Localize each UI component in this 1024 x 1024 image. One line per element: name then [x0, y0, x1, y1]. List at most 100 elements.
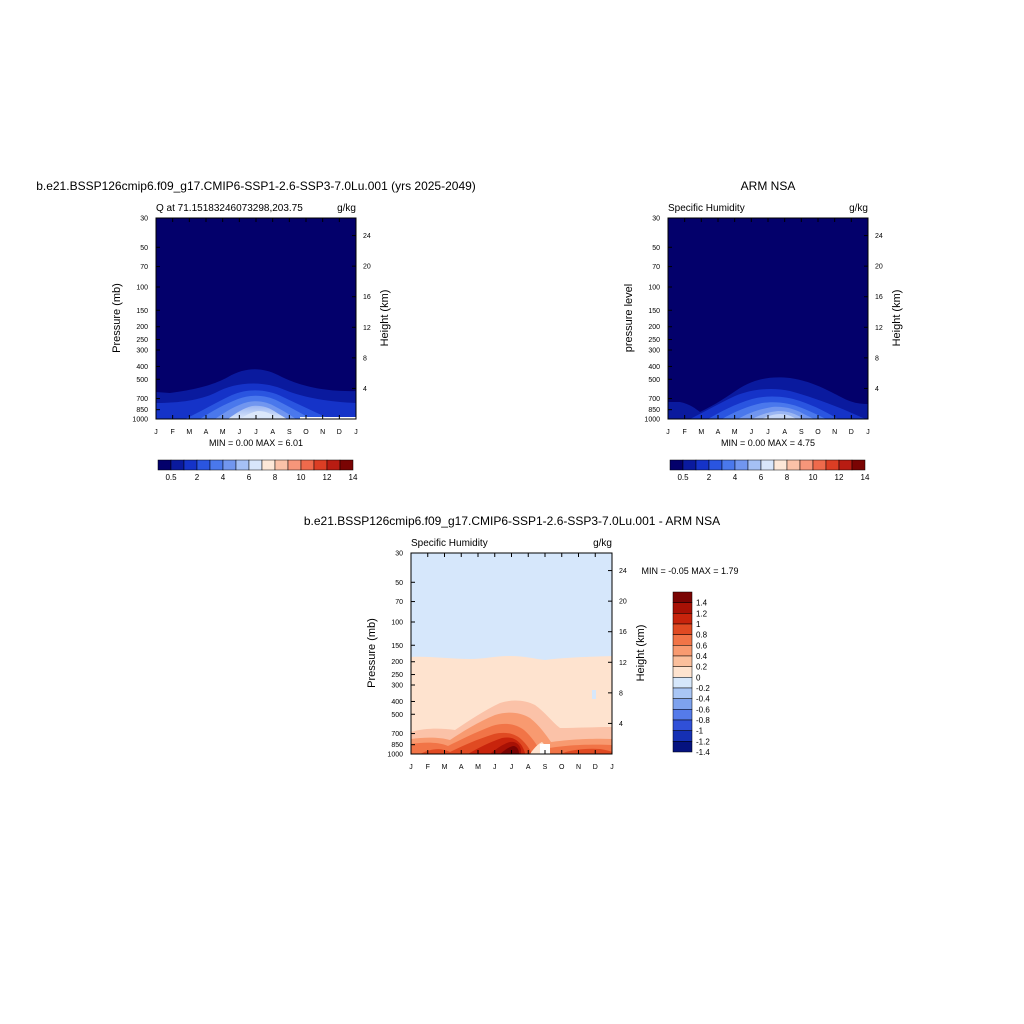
panel-model-unit: g/kg: [337, 203, 356, 214]
colorbar-tick-label: 2: [707, 473, 712, 482]
colorbar-swatch: [313, 459, 328, 471]
x-tick-label: D: [849, 429, 854, 436]
x-tick-label: A: [459, 764, 464, 771]
colorbar-tick-label: 10: [297, 473, 306, 482]
colorbar-tick-label: 6: [247, 473, 252, 482]
y2-tick-label: 20: [619, 599, 627, 606]
colorbar-swatch: [672, 602, 693, 614]
y-tick-label: 70: [140, 264, 148, 271]
x-tick-label: O: [559, 764, 565, 771]
x-tick-label: J: [154, 429, 158, 436]
colorbar-tick-label: 4: [221, 473, 226, 482]
colorbar-tick-label: 8: [273, 473, 278, 482]
y-tick-label: 500: [391, 712, 403, 719]
x-tick-label: A: [716, 429, 721, 436]
colorbar-swatch: [838, 459, 853, 471]
colorbar-swatch: [672, 687, 693, 699]
colorbar-swatch: [773, 459, 788, 471]
x-tick-label: M: [698, 429, 704, 436]
colorbar-swatch: [300, 459, 315, 471]
y2-tick-label: 4: [363, 386, 367, 393]
y-tick-label: 50: [140, 245, 148, 252]
y-tick-label: 50: [395, 580, 403, 587]
panel-model-field: [156, 218, 356, 419]
panel-model-title: b.e21.BSSP126cmip6.f09_g17.CMIP6-SSP1-2.…: [36, 179, 476, 193]
x-tick-label: N: [576, 764, 581, 771]
y-tick-label: 300: [391, 682, 403, 689]
y-tick-label: 300: [136, 347, 148, 354]
x-tick-label: F: [426, 764, 430, 771]
x-tick-label: S: [287, 429, 292, 436]
y-tick-label: 500: [648, 377, 660, 384]
x-tick-label: J: [610, 764, 614, 771]
y-tick-label: 700: [391, 731, 403, 738]
colorbar-tick-label: 0.8: [696, 631, 708, 640]
x-tick-label: F: [683, 429, 687, 436]
colorbar-tick-label: -0.4: [696, 695, 710, 704]
colorbar-swatch: [672, 698, 693, 710]
y-tick-label: 400: [648, 364, 660, 371]
colorbar-swatch: [672, 741, 693, 753]
colorbar-swatch: [708, 459, 723, 471]
y-tick-label: 500: [136, 377, 148, 384]
colorbar-tick-label: 2: [195, 473, 200, 482]
colorbar-tick-label: -0.6: [696, 705, 710, 714]
colorbar-tick-label: 1.4: [696, 599, 708, 608]
y-tick-label: 150: [136, 308, 148, 315]
y2-tick-label: 8: [875, 355, 879, 362]
y-tick-label: 850: [391, 742, 403, 749]
colorbar-swatch: [183, 459, 198, 471]
panel-model-left-label: Q at 71.15183246073298,203.75: [156, 203, 303, 214]
colorbar-tick-label: 12: [835, 473, 844, 482]
panel-obs-left-label: Specific Humidity: [668, 203, 745, 214]
x-tick-label: J: [510, 764, 514, 771]
colorbar-tick-label: 0.4: [696, 652, 708, 661]
x-tick-label: M: [442, 764, 448, 771]
colorbar-tick-label: -1: [696, 727, 704, 736]
y-tick-label: 30: [140, 216, 148, 223]
panel-obs-ylabel: pressure level: [623, 284, 635, 352]
colorbar-swatch: [672, 623, 693, 635]
x-tick-label: J: [766, 429, 770, 436]
y-tick-label: 200: [648, 324, 660, 331]
colorbar-swatch: [760, 459, 775, 471]
colorbar-swatch: [209, 459, 224, 471]
y-tick-label: 850: [136, 407, 148, 414]
colorbar-tick-label: 0.6: [696, 641, 708, 650]
y-tick-label: 200: [136, 324, 148, 331]
y-tick-label: 850: [648, 407, 660, 414]
x-tick-label: D: [593, 764, 598, 771]
colorbar-swatch: [825, 459, 840, 471]
x-tick-label: F: [171, 429, 175, 436]
y2-tick-label: 12: [363, 325, 371, 332]
x-tick-label: N: [320, 429, 325, 436]
y2-tick-label: 24: [363, 233, 371, 240]
colorbar-swatch: [157, 459, 172, 471]
colorbar-swatch: [196, 459, 211, 471]
y2-tick-label: 20: [363, 264, 371, 271]
x-tick-label: M: [475, 764, 481, 771]
y2-tick-label: 16: [875, 294, 883, 301]
panel-diff-title: b.e21.BSSP126cmip6.f09_g17.CMIP6-SSP1-2.…: [304, 514, 720, 528]
x-tick-label: J: [493, 764, 497, 771]
colorbar-tick-label: 8: [785, 473, 790, 482]
y2-tick-label: 8: [619, 690, 623, 697]
colorbar-tick-label: 0.5: [677, 473, 689, 482]
colorbar-swatch: [261, 459, 276, 471]
x-tick-label: M: [186, 429, 192, 436]
x-tick-label: M: [220, 429, 226, 436]
x-tick-label: J: [254, 429, 258, 436]
x-tick-label: J: [238, 429, 242, 436]
panel-obs-y2label: Height (km): [891, 290, 903, 347]
colorbar-tick-label: 12: [323, 473, 332, 482]
colorbar-swatch: [170, 459, 185, 471]
x-tick-label: D: [337, 429, 342, 436]
colorbar-tick-label: 1: [696, 620, 701, 629]
y-tick-label: 250: [391, 672, 403, 679]
colorbar-tick-label: -0.8: [696, 716, 710, 725]
y2-tick-label: 12: [619, 660, 627, 667]
y2-tick-label: 24: [619, 568, 627, 575]
panel-obs-minmax: MIN = 0.00 MAX = 4.75: [721, 438, 815, 448]
y2-tick-label: 4: [619, 721, 623, 728]
colorbar-swatch: [812, 459, 827, 471]
